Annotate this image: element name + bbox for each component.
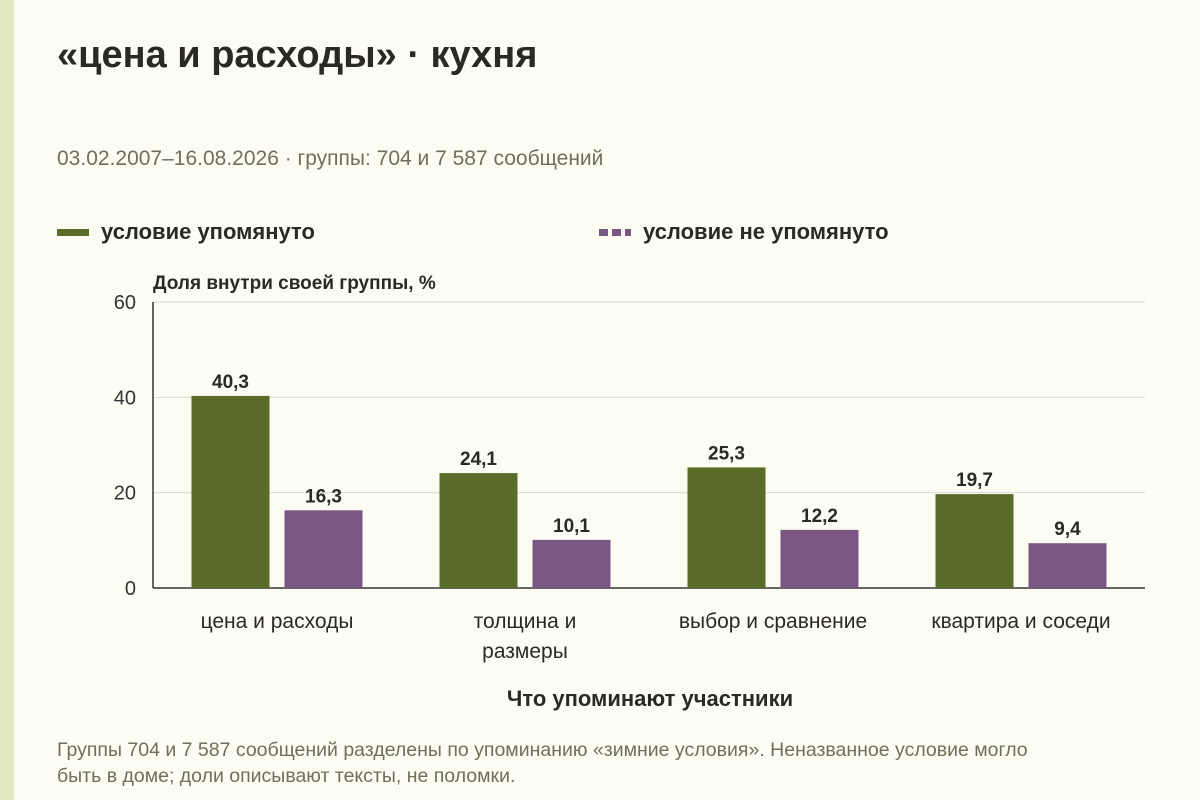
data-label: 40,3 [212,372,249,393]
x-axis-label: Что упоминают участники [506,686,794,711]
footnote: Группы 704 и 7 587 сообщений разделены п… [57,739,1028,787]
x-tick-label: толщина и размеры [474,610,577,663]
x-tick-label: цена и расходы [201,610,354,633]
bar [532,539,611,588]
legend-item-not-mentioned: условие не упомянуто [599,219,889,245]
chart-subtitle: 03.02.2007–16.08.2026 · группы: 704 и 7 … [57,147,604,170]
y-tick-label: 40 [114,387,136,409]
bar [935,494,1014,588]
data-label: 9,4 [1054,519,1081,540]
legend-item-mentioned: условие упомянуто [57,219,315,245]
y-tick-label: 0 [125,578,136,600]
bar [439,473,518,588]
data-label: 25,3 [708,443,745,464]
legend-label-not-mentioned: условие не упомянуто [643,219,889,244]
y-tick-label: 20 [114,483,136,505]
y-axis-label: Доля внутри своей группы, % [153,273,436,294]
bar [284,510,363,588]
x-tick-label: выбор и сравнение [679,610,867,633]
bar [780,529,859,588]
y-tick-label: 60 [114,292,136,314]
bar [687,467,766,588]
data-label: 19,7 [956,470,993,491]
chart-title: «цена и расходы» · кухня [57,34,538,76]
data-label: 10,1 [553,516,590,537]
data-label: 12,2 [801,506,838,527]
side-accent-strip [0,0,14,800]
legend-swatch-not-mentioned [599,228,631,236]
bar [191,395,270,588]
x-tick-label: квартира и соседи [931,610,1110,633]
bar [1028,543,1107,588]
data-label: 24,1 [460,449,497,470]
data-label: 16,3 [305,486,342,507]
legend-label-mentioned: условие упомянуто [101,219,315,244]
legend-swatch-mentioned [57,228,89,236]
